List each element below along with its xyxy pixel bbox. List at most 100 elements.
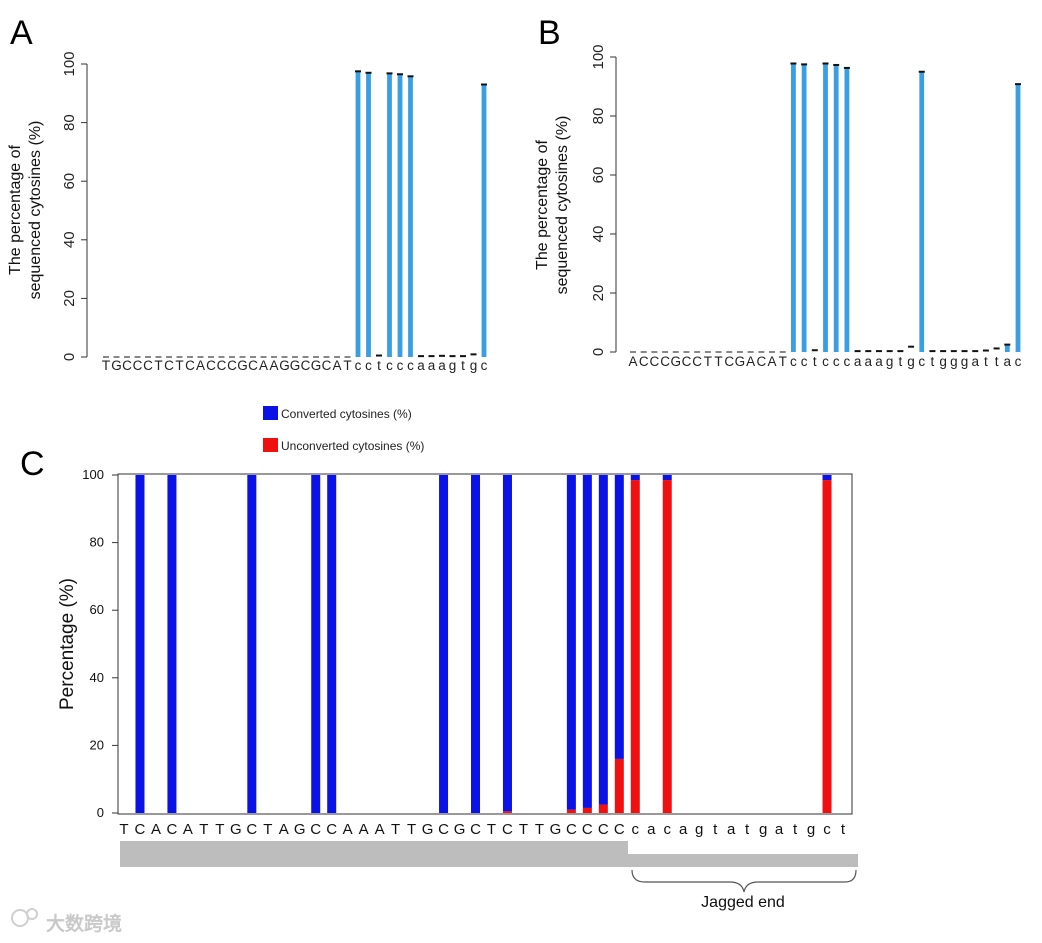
panel-c-bar-converted xyxy=(662,475,672,481)
legend-swatch-unconverted xyxy=(263,438,278,452)
panel-a-base-label: C xyxy=(322,358,332,373)
panel-b-bar xyxy=(833,64,839,352)
legend-label-unconverted: Unconverted cytosines (%) xyxy=(281,439,424,453)
panel-c-bar-converted xyxy=(566,475,576,810)
panel-b-base-label: c xyxy=(801,354,808,369)
panel-b-base-label: c xyxy=(918,354,925,369)
panel-a-base-label: c xyxy=(407,358,414,373)
panel-c-base-label: a xyxy=(647,821,656,838)
panel-c-base-label: G xyxy=(550,821,562,838)
panel-b-base-label: c xyxy=(844,354,851,369)
panel-c-base-label: C xyxy=(470,821,481,838)
panel-a-bar xyxy=(366,72,371,357)
panel-c-bar-converted xyxy=(502,475,512,812)
panel-c-ytick-label: 0 xyxy=(97,805,104,820)
panel-a-ytick-label: 60 xyxy=(61,173,78,190)
panel-b-base-label: A xyxy=(628,354,637,369)
panel-letter-c: C xyxy=(20,445,45,483)
panel-c-base-label: a xyxy=(679,821,688,838)
panel-a-base-label: G xyxy=(237,358,248,373)
panel-c-bar-converted xyxy=(311,475,321,813)
panel-a-base-label: T xyxy=(102,358,110,373)
panel-c-bar-unconverted xyxy=(502,811,512,813)
panel-a-base-label: C xyxy=(133,358,143,373)
panel-c-base-label: C xyxy=(566,821,577,838)
panel-b-bar xyxy=(791,63,796,353)
panel-b-base-label: C xyxy=(756,354,766,369)
strand-bar-bottom xyxy=(628,854,858,867)
panel-a-base-label: c xyxy=(386,358,393,373)
panel-b-base-label: c xyxy=(790,354,797,369)
panel-b-base-label: G xyxy=(671,354,682,369)
panel-c-bar-converted xyxy=(327,475,337,813)
watermark: 大数跨境 xyxy=(11,908,122,935)
panel-b-base-label: T xyxy=(779,354,787,369)
panel-c-bar-converted xyxy=(598,475,608,805)
panel-a-ytick-label: 100 xyxy=(61,51,78,76)
panel-c-ytick-label: 80 xyxy=(90,535,104,550)
panel-c-bar-converted xyxy=(614,475,624,759)
panel-a-base-label: G xyxy=(311,358,322,373)
panel-c-base-label: T xyxy=(263,821,272,838)
panel-c-base-label: T xyxy=(535,821,544,838)
panel-a-base-label: A xyxy=(332,358,341,373)
panel-a-base-label: C xyxy=(122,358,132,373)
panel-c-base-label: a xyxy=(727,821,736,838)
panel-a-ylabel-line1: The percentage of xyxy=(7,145,24,275)
watermark-logo-icon-dot xyxy=(26,908,38,920)
panel-b-base-label: c xyxy=(822,354,829,369)
panel-c-base-label: c xyxy=(632,821,640,838)
panel-c-bar-converted xyxy=(439,475,449,813)
panel-a-base-label: A xyxy=(259,358,268,373)
panel-a-base-label: C xyxy=(227,358,237,373)
panel-c-bar-converted xyxy=(247,475,257,813)
panel-c-bar-converted xyxy=(471,475,481,813)
panel-a-base-label: A xyxy=(269,358,278,373)
panel-c-base-label: T xyxy=(391,821,400,838)
panel-b-bar xyxy=(1015,84,1021,352)
panel-b-base-label: g xyxy=(950,354,958,369)
panel-b-bar xyxy=(801,64,807,352)
panel-a-base-label: a xyxy=(417,358,425,373)
panel-c-base-label: G xyxy=(422,821,434,838)
panel-c-base-label: A xyxy=(183,821,193,838)
panel-a-bar xyxy=(481,84,487,357)
panel-c-base-label: T xyxy=(487,821,496,838)
panel-c-ytick-label: 20 xyxy=(90,737,104,752)
panel-c-bar-converted xyxy=(135,475,145,813)
panel-a-bar xyxy=(408,76,413,357)
legend-swatch-converted xyxy=(263,406,278,420)
watermark-logo-icon xyxy=(11,909,29,927)
panel-c-bar-converted xyxy=(167,475,177,813)
panel-c-base-label: G xyxy=(454,821,466,838)
panel-a-base-label: g xyxy=(449,358,457,373)
panel-a-base-label: g xyxy=(470,358,478,373)
panel-a-base-label: C xyxy=(301,358,311,373)
panel-a-ytick-label: 80 xyxy=(61,114,78,131)
panel-b-base-label: c xyxy=(833,354,840,369)
panel-b-base-label: t xyxy=(995,354,999,369)
panel-a-base-label: a xyxy=(428,358,436,373)
panel-c-base-label: A xyxy=(279,821,289,838)
panel-b-base-label: C xyxy=(682,354,692,369)
panel-c-bar-unconverted xyxy=(822,480,832,813)
panel-c-base-label: C xyxy=(326,821,337,838)
panel-c-bar-unconverted xyxy=(598,804,608,813)
panel-b: The percentage of sequenced cytosines (%… xyxy=(534,44,1022,369)
panel-c-bar-unconverted xyxy=(630,480,640,813)
panel-letter-a: A xyxy=(10,14,33,52)
panel-c-ytick-label: 40 xyxy=(90,670,104,685)
panel-b-base-label: g xyxy=(907,354,915,369)
legend-label-converted: Converted cytosines (%) xyxy=(281,407,412,421)
panel-b-ytick-label: 20 xyxy=(590,285,607,302)
panel-c-ylabel: Percentage (%) xyxy=(57,578,78,710)
panel-b-bar xyxy=(823,63,828,353)
panel-a-base-label: c xyxy=(397,358,404,373)
panel-b-ytick-label: 80 xyxy=(590,108,607,125)
panel-b-base-label: C xyxy=(692,354,702,369)
panel-b-base-label: g xyxy=(961,354,969,369)
panel-a-ytick-label: 40 xyxy=(61,231,78,248)
panel-b-base-label: G xyxy=(735,354,746,369)
panel-c-base-label: t xyxy=(713,821,718,838)
